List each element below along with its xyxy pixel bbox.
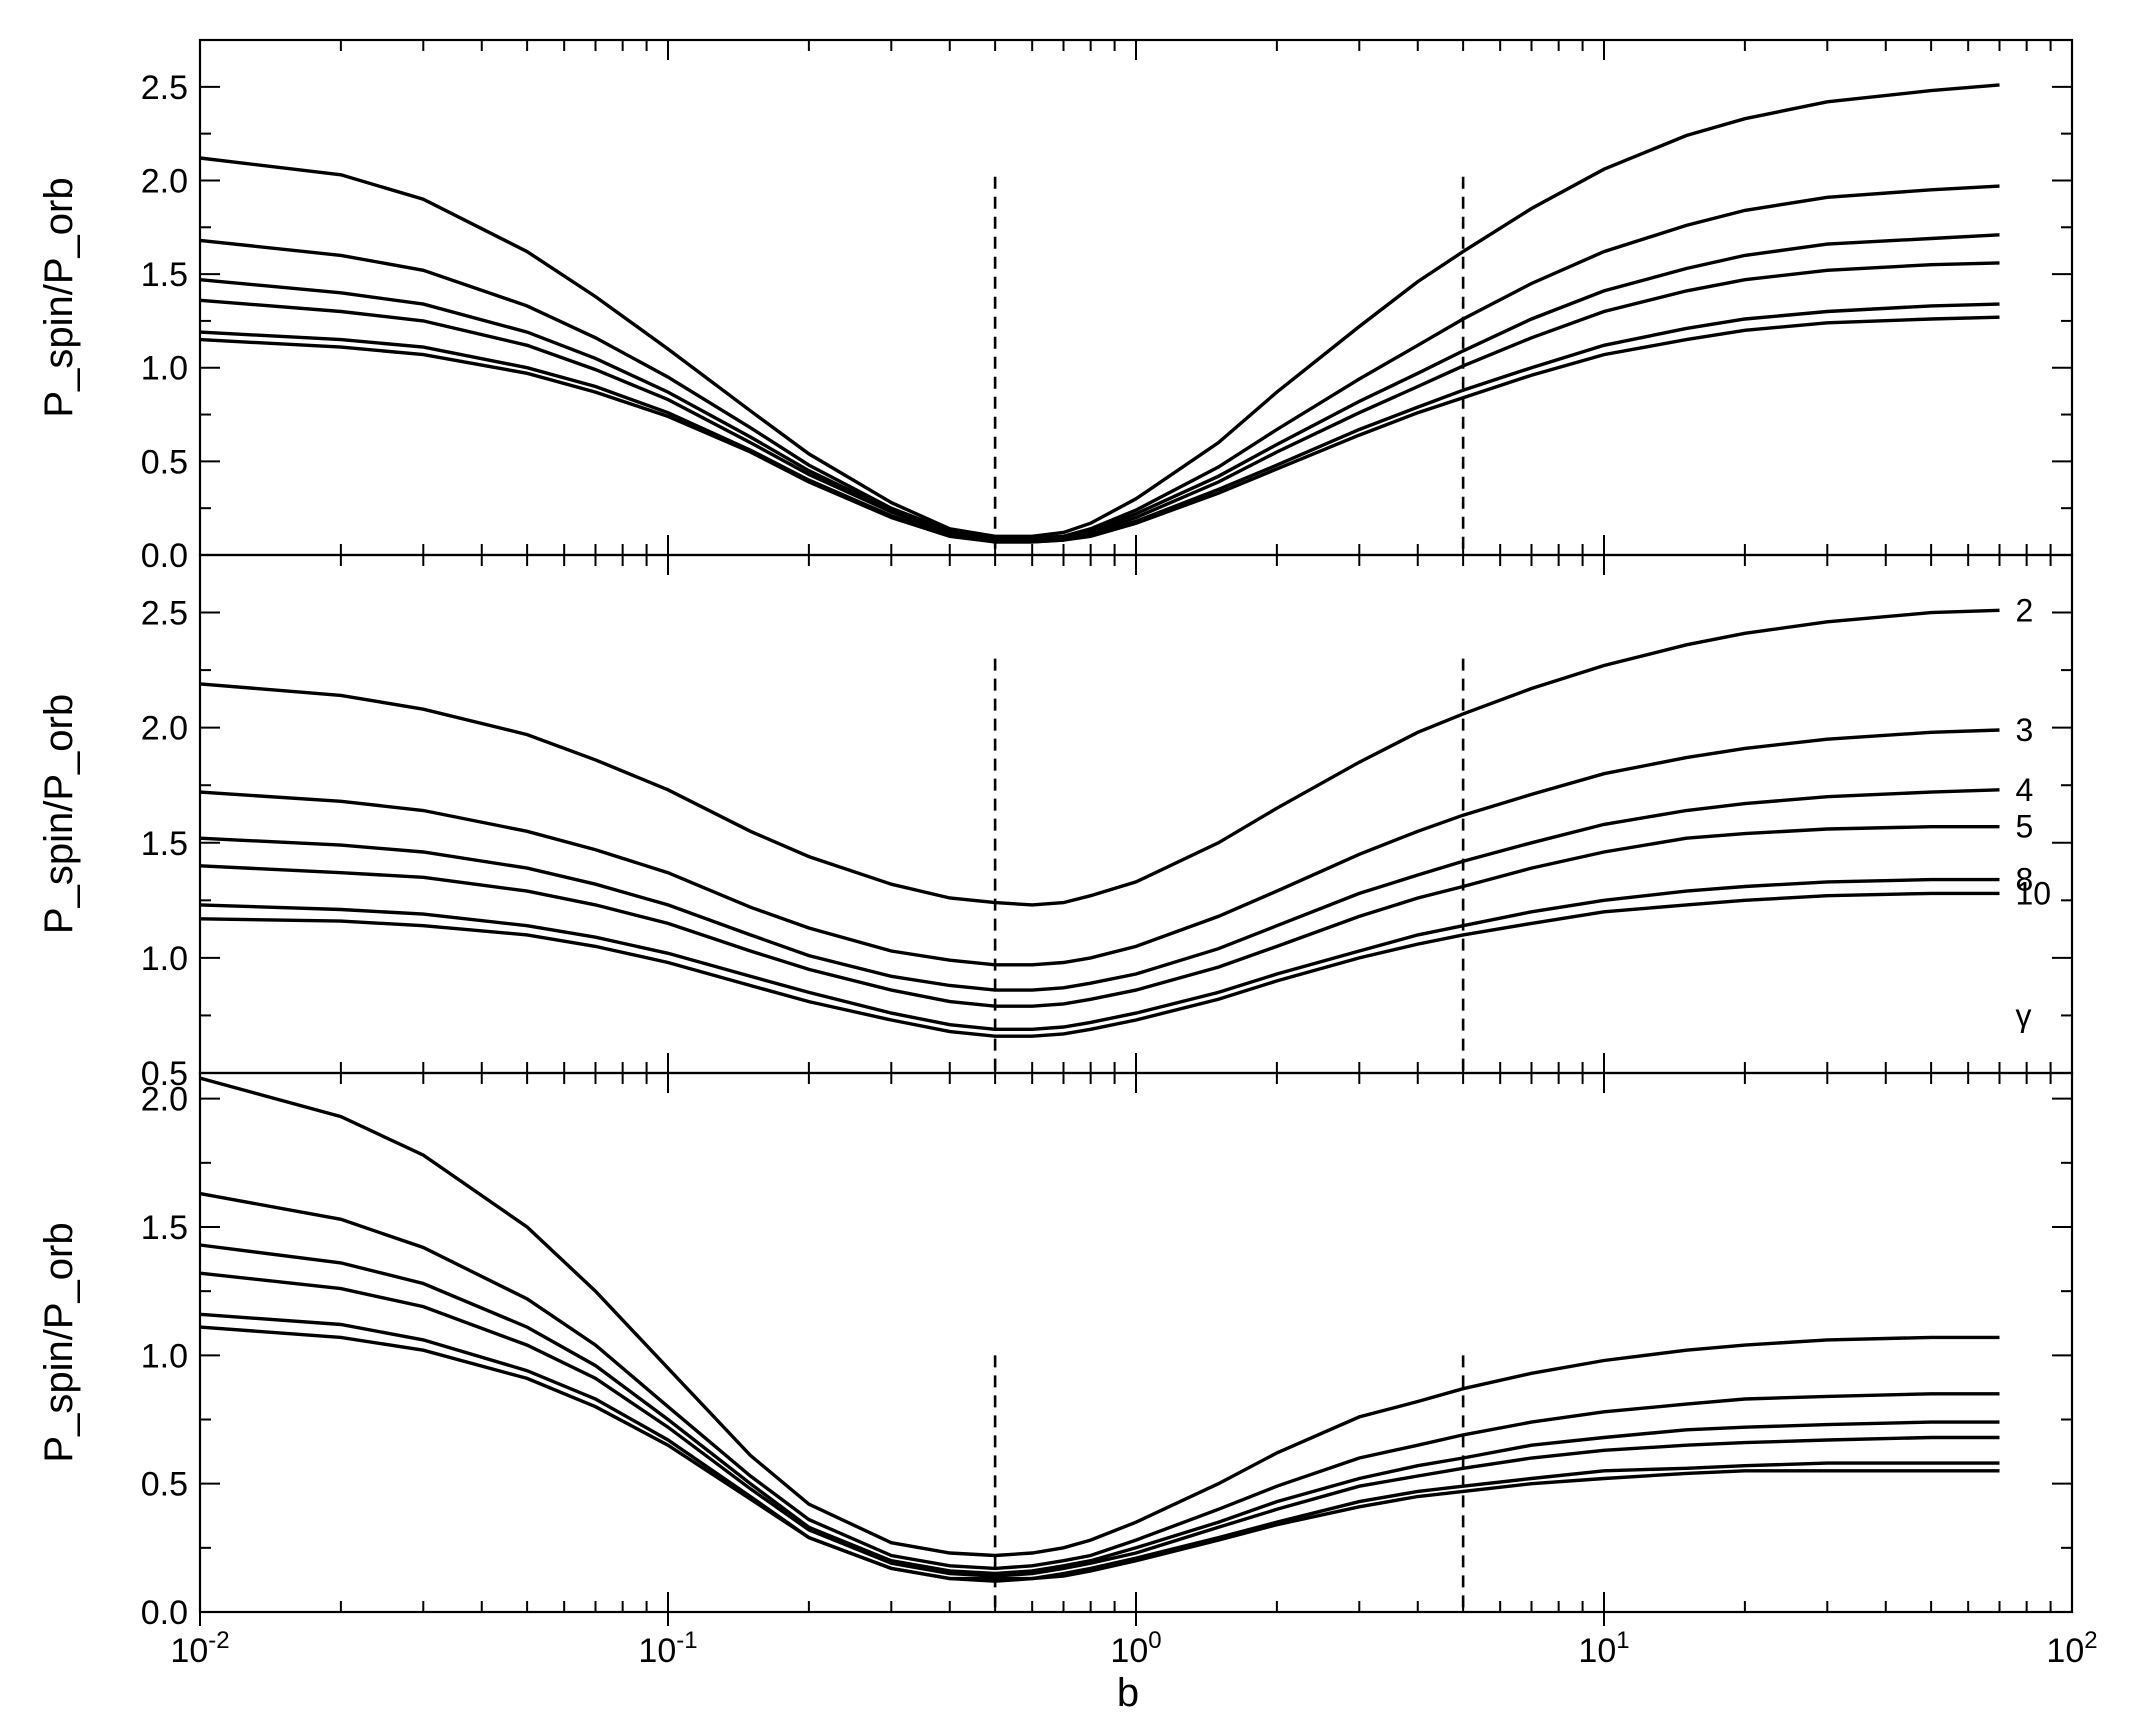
series-line-8: [199, 1312, 2000, 1581]
y-tick-label: 1.5: [141, 1209, 188, 1247]
x-tick-label: 101: [1578, 1627, 1629, 1670]
y-tick-label: 0.0: [141, 1594, 188, 1632]
series-line-3: [199, 1191, 2000, 1571]
series-label-8: 8: [2016, 862, 2034, 898]
series-line-5: [199, 1271, 2000, 1578]
legend-title: γ: [2016, 997, 2032, 1033]
series-line-3: [199, 728, 2000, 967]
y-tick-label: 2.5: [141, 595, 188, 633]
series-line-10: [199, 1325, 2000, 1583]
y-tick-label: 0.0: [141, 537, 188, 575]
series-label-2: 2: [2016, 592, 2034, 628]
y-tick-label: 1.5: [141, 256, 188, 294]
series-label-10: 10: [2016, 875, 2052, 911]
series-line-10: [199, 891, 2000, 1038]
series-label-4: 4: [2016, 772, 2034, 808]
series-line-8: [199, 877, 2000, 1031]
series-label-5: 5: [2016, 809, 2034, 845]
y-tick-label: 1.0: [141, 940, 188, 978]
y-axis-label: P_spin/P_orb: [37, 1222, 81, 1462]
series-label-3: 3: [2016, 712, 2034, 748]
series-line-10: [199, 315, 2000, 544]
y-tick-label: 0.5: [141, 1055, 188, 1093]
series-line-2: [199, 83, 2000, 538]
y-tick-label: 2.5: [141, 69, 188, 107]
y-tick-label: 2.0: [141, 1081, 188, 1119]
y-tick-label: 2.0: [141, 710, 188, 748]
middle-panel: 0.5 1.0 1.5 2.0 2.5 P_spin/P_orb 2 3 45 810 γ: [37, 553, 2074, 1093]
y-tick-label: 1.5: [141, 825, 188, 863]
y-axis-label: P_spin/P_orb: [37, 177, 81, 417]
plot-frame: [198, 38, 2074, 557]
y-tick-label: 1.0: [141, 350, 188, 388]
y-axis-label: P_spin/P_orb: [37, 694, 81, 934]
y-tick-label: 1.0: [141, 1337, 188, 1375]
series-line-4: [199, 233, 2000, 542]
series-line-4: [199, 1243, 2000, 1576]
series-line-4: [199, 788, 2000, 992]
series-line-2: [199, 1076, 2000, 1558]
series-line-5: [199, 825, 2000, 1008]
x-axis-label: b: [1117, 1671, 1139, 1715]
bottom-panel: 0.0 0.5 1.0 1.5 2.0 P_spin/P_orb 10-2 10-1 100 10…: [37, 1071, 2098, 1715]
y-tick-label: 0.5: [141, 1466, 188, 1504]
series-line-3: [199, 184, 2000, 540]
y-tick-label: 2.0: [141, 162, 188, 200]
x-tick-label: 10-1: [638, 1627, 697, 1670]
y-tick-label: 0.5: [141, 443, 188, 481]
x-tick-label: 100: [1110, 1627, 1161, 1670]
x-tick-label: 102: [2046, 1627, 2097, 1670]
series-line-5: [199, 261, 2000, 542]
top-panel: 0.0 0.5 1.0 1.5 2.0 2.5 P_spin/P_orb: [37, 38, 2074, 575]
x-tick-label: 10-2: [170, 1627, 229, 1670]
series-line-8: [199, 302, 2000, 544]
series-line-2: [199, 608, 2000, 907]
plot-frame: [198, 553, 2074, 1075]
